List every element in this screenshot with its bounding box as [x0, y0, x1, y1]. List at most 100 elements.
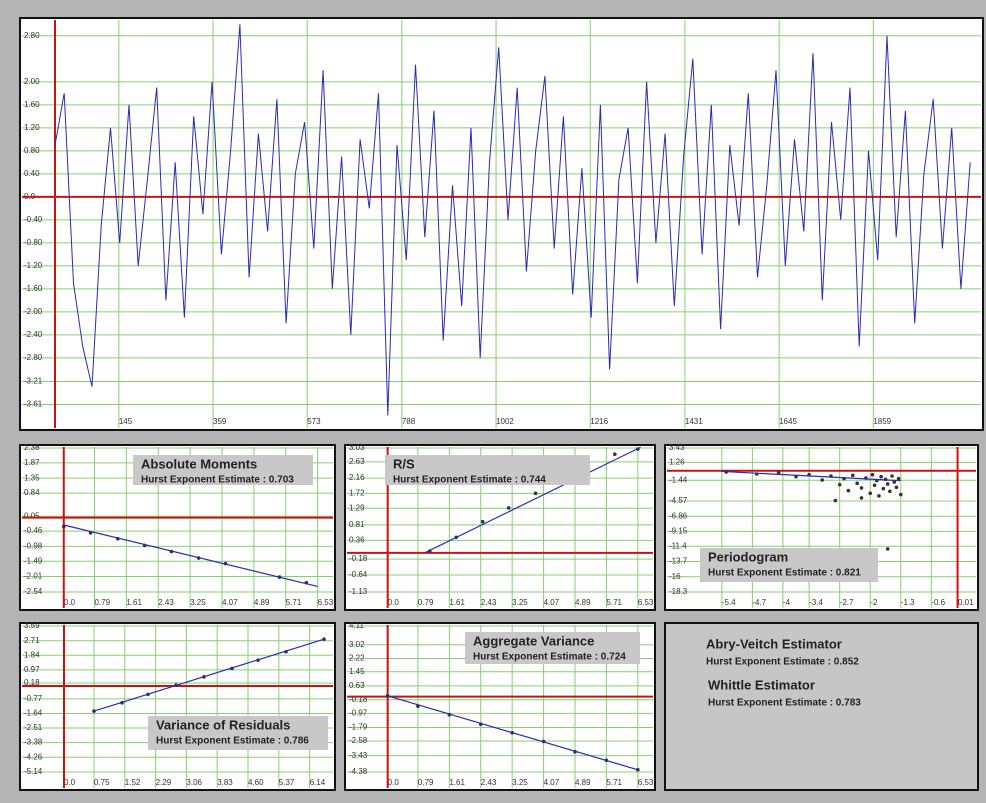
y-tick-label: -1.79 — [349, 723, 368, 732]
x-tick-label: -1.3 — [901, 598, 915, 607]
estimator-title: Abry-Veitch Estimator — [706, 636, 842, 651]
x-tick-label: -2.7 — [840, 598, 854, 607]
x-tick-label: 1431 — [685, 417, 703, 426]
x-tick-label: -3.4 — [809, 598, 823, 607]
x-tick-label: -0.6 — [931, 598, 945, 607]
y-tick-label: -11.4 — [669, 541, 687, 550]
x-tick-label: 4.07 — [544, 778, 560, 787]
x-tick-label: 2.43 — [158, 598, 174, 607]
y-tick-label: 0.97 — [24, 665, 40, 674]
data-point — [613, 452, 617, 457]
y-tick-label: 1.72 — [349, 488, 365, 497]
data-point — [885, 482, 890, 486]
x-tick-label: 1216 — [590, 417, 608, 426]
chart-subtitle: Hurst Exponent Estimate : 0.744 — [393, 475, 546, 486]
x-tick-label: 1.61 — [449, 598, 465, 607]
fit-line — [387, 695, 638, 771]
x-tick-label: 0.01 — [958, 598, 974, 607]
y-tick-label: -0.80 — [24, 238, 43, 247]
x-tick-label: 1.52 — [125, 778, 141, 787]
x-tick-label: 2.43 — [481, 778, 497, 787]
data-point — [850, 473, 855, 478]
y-tick-label: 1.20 — [24, 123, 40, 132]
data-point — [533, 491, 538, 496]
chart-subtitle: Hurst Exponent Estimate : 0.703 — [141, 475, 294, 486]
y-tick-label: -0.40 — [24, 215, 43, 224]
x-tick-label: 6.53 — [638, 598, 654, 607]
y-tick-label: 0.63 — [349, 681, 365, 690]
fit-line — [425, 446, 641, 553]
y-tick-label: -16 — [669, 572, 681, 581]
chart-panel — [19, 622, 336, 791]
y-tick-label: 0.18 — [24, 678, 40, 687]
x-tick-label: 359 — [213, 417, 227, 426]
chart-title: Variance of Residuals — [156, 717, 290, 732]
y-tick-label: 2.38 — [24, 443, 40, 452]
y-tick-label: -13.7 — [669, 557, 688, 566]
x-tick-label: 6.53 — [638, 778, 654, 787]
x-tick-label: 6.14 — [310, 778, 326, 787]
title-box — [133, 455, 313, 485]
x-tick-label: 0.79 — [418, 598, 434, 607]
y-tick-label: 3.02 — [349, 640, 365, 649]
chart-title: Aggregate Variance — [473, 633, 594, 648]
x-tick-label: 4.89 — [575, 598, 591, 607]
y-tick-label: 0.36 — [349, 536, 365, 545]
x-tick-label: 3.83 — [217, 778, 233, 787]
y-tick-label: 3.03 — [349, 443, 365, 452]
y-tick-label: -6.86 — [669, 511, 688, 520]
data-point — [885, 547, 890, 551]
x-tick-label: 2.43 — [481, 598, 497, 607]
data-point — [636, 767, 640, 772]
data-point — [894, 485, 899, 490]
y-tick-label: -4.38 — [349, 767, 368, 776]
y-tick-label: 1.87 — [24, 458, 40, 467]
y-tick-label: -0.64 — [349, 570, 368, 579]
y-tick-label: -0.46 — [24, 526, 43, 535]
y-tick-label: 3.59 — [24, 621, 40, 630]
y-tick-label: -0.18 — [349, 695, 368, 704]
data-point — [892, 480, 897, 484]
x-tick-label: 1.61 — [126, 598, 142, 607]
x-tick-label: 0.0 — [64, 778, 76, 787]
y-tick-label: 1.26 — [669, 457, 685, 466]
y-tick-label: 2.22 — [349, 654, 365, 663]
title-box — [148, 716, 328, 750]
data-point — [868, 491, 873, 496]
x-tick-label: 4.89 — [254, 598, 270, 607]
x-tick-label: 573 — [307, 417, 321, 426]
x-tick-label: 1645 — [779, 417, 797, 426]
data-point — [385, 694, 390, 698]
y-tick-label: 0.05 — [24, 511, 40, 520]
y-tick-label: -1.44 — [669, 475, 688, 484]
estimator-value: Hurst Exponent Estimate : 0.852 — [706, 657, 859, 668]
y-tick-label: -1.60 — [24, 284, 43, 293]
y-tick-label: -9.15 — [669, 526, 688, 535]
x-tick-label: 3.25 — [512, 778, 528, 787]
x-tick-label: 6.53 — [318, 598, 334, 607]
x-tick-label: 0.0 — [388, 598, 400, 607]
chart-panel — [19, 17, 984, 431]
y-tick-label: 0.81 — [349, 520, 365, 529]
chart-title: Absolute Moments — [141, 456, 257, 471]
y-tick-label: 0.80 — [24, 146, 40, 155]
y-tick-label: -0.77 — [24, 694, 43, 703]
y-tick-label: -4.26 — [24, 752, 43, 761]
y-tick-label: 1.60 — [24, 100, 40, 109]
y-tick-label: -0.18 — [349, 554, 368, 563]
data-point — [480, 519, 485, 524]
y-tick-label: 1.45 — [349, 667, 365, 676]
x-tick-label: 1.61 — [449, 778, 465, 787]
x-tick-label: 0.79 — [418, 778, 434, 787]
y-tick-label: 2.63 — [349, 457, 365, 466]
y-tick-label: 2.80 — [24, 31, 40, 40]
x-tick-label: -4 — [783, 598, 791, 607]
y-tick-label: 4.11 — [349, 621, 365, 630]
y-tick-label: 0.84 — [24, 488, 40, 497]
data-point — [890, 474, 894, 478]
x-tick-label: 145 — [119, 417, 133, 426]
x-tick-label: 5.71 — [606, 598, 622, 607]
data-point — [877, 494, 881, 498]
x-tick-label: 5.71 — [606, 778, 622, 787]
